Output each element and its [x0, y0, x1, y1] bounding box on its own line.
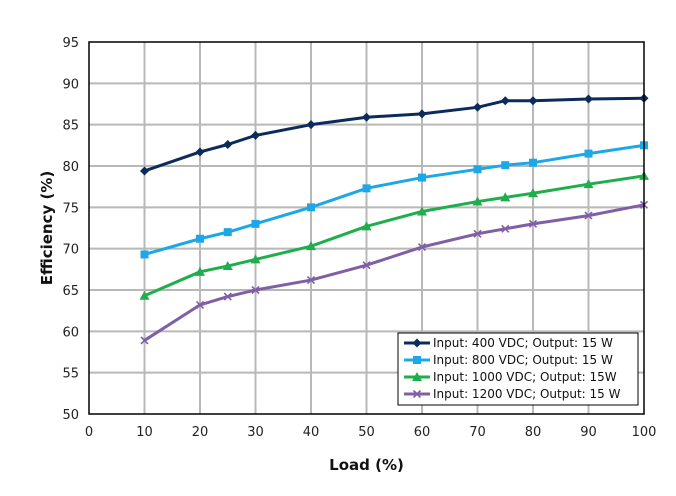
x-tick-label: 0	[85, 425, 93, 440]
data-point	[195, 300, 205, 309]
legend-entry: Input: 1000 VDC; Output: 15W	[404, 370, 617, 384]
data-point	[223, 140, 233, 150]
data-point	[140, 336, 149, 345]
data-point	[529, 158, 537, 167]
series-1	[140, 93, 649, 176]
y-tick-label: 90	[62, 77, 79, 92]
data-point	[472, 196, 483, 206]
x-axis-title: Load (%)	[329, 456, 404, 474]
x-tick-label: 10	[136, 425, 153, 440]
legend-items: Input: 400 VDC; Output: 15 W Input: 800 V…	[404, 336, 621, 401]
legend-label: Input: 1200 VDC; Output: 15 W	[433, 387, 621, 401]
series-line	[143, 203, 645, 342]
x-tick-label: 50	[358, 425, 375, 440]
data-point	[362, 112, 371, 122]
y-tick-label: 55	[62, 367, 79, 382]
x-tick-label: 30	[247, 425, 264, 440]
data-point	[139, 290, 150, 300]
data-point	[528, 219, 538, 228]
data-point	[140, 250, 149, 259]
data-point	[500, 96, 510, 106]
y-tick-label: 95	[62, 36, 79, 51]
series-4	[140, 200, 649, 345]
series-3	[139, 170, 649, 300]
data-point	[195, 147, 205, 157]
data-point	[250, 254, 261, 264]
plot-area-border	[88, 41, 645, 415]
data-point	[583, 179, 594, 189]
legend-label: Input: 400 VDC; Output: 15 W	[433, 336, 613, 350]
data-point	[473, 229, 482, 238]
data-point	[251, 219, 260, 228]
legend-marker	[412, 389, 422, 399]
legend-marker	[413, 356, 421, 364]
data-point	[418, 173, 426, 182]
data-point	[306, 241, 316, 251]
data-point	[306, 276, 316, 285]
data-point	[251, 285, 260, 295]
data-point	[195, 266, 205, 276]
legend-entry: Input: 400 VDC; Output: 15 W	[404, 336, 613, 350]
data-point	[501, 161, 510, 170]
data-point	[500, 192, 511, 202]
data-point	[417, 242, 427, 252]
data-point	[307, 203, 315, 212]
data-point	[223, 292, 232, 301]
data-point	[417, 206, 427, 216]
data-point	[140, 166, 149, 176]
data-point	[306, 120, 316, 130]
tick-labels: 0 10 20 30 40 50 60 70 80 90 100 50 55 60 65 70 75 80 85 90…	[62, 36, 656, 440]
x-tick-label: 80	[525, 425, 542, 440]
series-layer	[139, 93, 649, 345]
data-point	[417, 109, 427, 119]
data-point	[501, 224, 510, 233]
y-tick-label: 80	[62, 160, 79, 175]
grid	[89, 42, 644, 414]
y-axis-title: Efficiency (%)	[38, 171, 56, 286]
data-point	[584, 94, 593, 104]
series-2	[140, 141, 648, 259]
data-point	[584, 149, 593, 158]
y-tick-label: 75	[62, 201, 79, 216]
data-point	[473, 102, 482, 112]
y-tick-label: 60	[62, 325, 79, 340]
data-point	[222, 261, 233, 271]
legend: Input: 400 VDC; Output: 15 W Input: 800 V…	[397, 332, 639, 406]
legend-marker	[412, 338, 422, 348]
series-line	[144, 143, 645, 256]
x-tick-label: 20	[192, 425, 209, 440]
data-point	[362, 261, 371, 270]
data-point	[473, 165, 482, 174]
data-point	[196, 234, 204, 243]
legend-entry: Input: 1200 VDC; Output: 15 W	[404, 387, 621, 401]
data-point	[361, 221, 372, 231]
legend-label: Input: 1000 VDC; Output: 15W	[433, 370, 617, 384]
x-tick-label: 60	[414, 425, 431, 440]
legend-marker	[412, 372, 422, 381]
x-tick-label: 40	[303, 425, 320, 440]
y-tick-label: 70	[62, 243, 79, 258]
series-line	[144, 96, 645, 173]
legend-label: Input: 800 VDC; Output: 15 W	[433, 353, 613, 367]
y-tick-label: 50	[62, 408, 79, 423]
x-tick-label: 90	[580, 425, 597, 440]
data-point	[528, 96, 538, 106]
data-point	[223, 228, 232, 237]
data-point	[584, 211, 593, 220]
data-point	[528, 188, 538, 198]
legend-entry: Input: 800 VDC; Output: 15 W	[404, 353, 613, 367]
legend-box	[397, 332, 639, 406]
x-tick-label: 70	[469, 425, 486, 440]
y-tick-label: 65	[62, 284, 79, 299]
series-line	[143, 174, 645, 298]
data-point	[251, 130, 260, 140]
y-tick-label: 85	[62, 119, 79, 134]
x-tick-label: 100	[632, 425, 657, 440]
data-point	[362, 184, 371, 193]
